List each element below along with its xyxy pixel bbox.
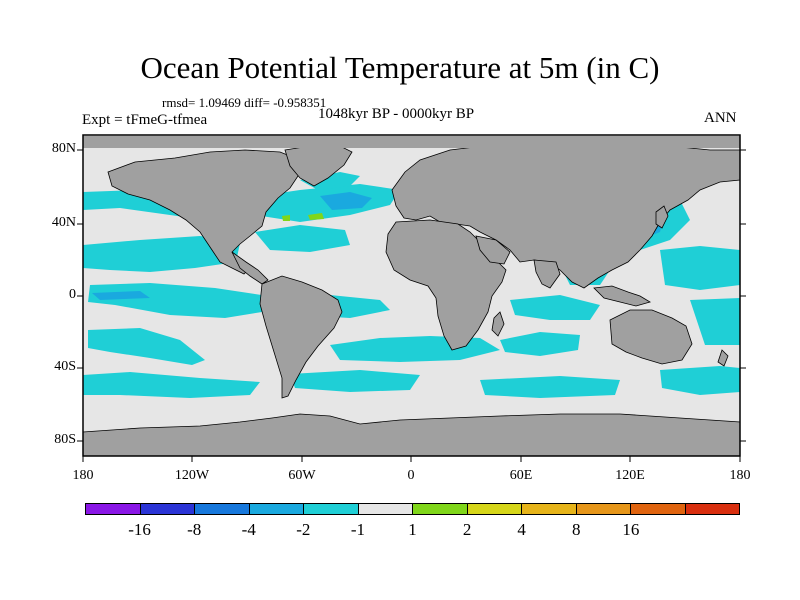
y-tick-label: 80S [54,432,76,447]
colorbar-swatch [304,504,359,514]
colorbar-swatch [522,504,577,514]
period-label: 1048kyr BP - 0000kyr BP [318,106,475,122]
australia [609,309,693,365]
x-tick-label: 180 [729,468,751,483]
colorbar-label: 8 [572,520,581,539]
japan [655,205,669,229]
colorbar-swatch [195,504,250,514]
x-tick-label: 120W [174,468,210,483]
colorbar-label: -16 [128,520,151,539]
map-title: Ocean Potential Temperature at 5m (in C) [140,50,660,85]
arctic-mask [83,136,740,148]
colorbar-label: 4 [517,520,526,539]
colorbar [85,503,740,515]
y-tick-label: 40S [54,359,76,374]
colorbar-swatch [140,504,195,514]
y-tick-label: 80N [51,141,76,156]
colorbar-label: -2 [296,520,311,539]
y-tick-label: 40N [51,215,76,230]
colorbar-swatch [358,504,413,514]
colorbar-swatch [576,504,631,514]
colorbar-swatch [467,504,522,514]
maritime-southeast-asia [593,285,651,307]
colorbar-label: 2 [462,520,472,539]
colorbar-swatch [413,504,468,514]
rmsd-diff-stats: rmsd= 1.09469 diff= -0.958351 [162,95,327,110]
central-america [231,251,269,285]
x-tick-label: 180 [72,468,94,483]
x-tick-label: 120E [615,468,645,483]
colorbar-label: 16 [622,520,640,539]
north-america [107,149,301,275]
south-america [259,275,343,399]
x-tick-label: 60W [288,468,316,483]
colorbar-swatch [86,504,141,514]
colorbar-swatch [685,504,739,514]
africa [385,219,507,351]
new-zealand [717,349,729,367]
india [533,259,561,289]
land-masses [82,141,741,457]
colorbar-label: -4 [241,520,256,539]
colorbar-label: -1 [350,520,365,539]
experiment-label: Expt = tFmeG-tfmea [82,112,208,128]
colorbar-label: -8 [187,520,202,539]
season-label: ANN [704,110,737,126]
x-tick-label: 0 [407,468,415,483]
colorbar-label: 1 [408,520,417,539]
colorbar-swatch [631,504,686,514]
arabian-peninsula [475,235,511,265]
madagascar [491,311,505,337]
y-tick-label: 0 [69,287,76,302]
axis-ticks [77,149,746,462]
colorbar-swatch [249,504,304,514]
x-tick-label: 60E [509,468,533,483]
